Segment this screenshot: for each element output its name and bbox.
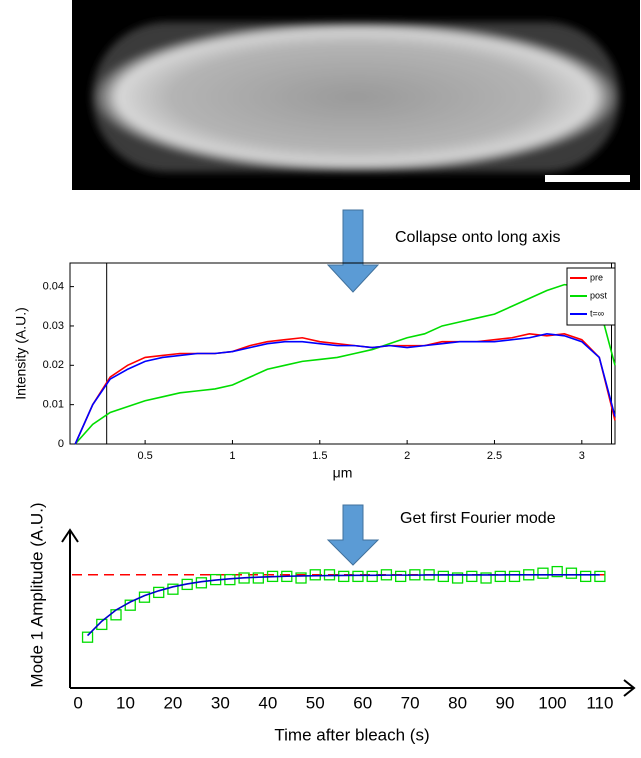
marker	[565, 567, 578, 579]
x-tick-label: 3	[579, 450, 585, 462]
arrow-1	[326, 209, 380, 293]
x-tick-label: 60	[353, 693, 372, 712]
marker	[580, 570, 592, 583]
marker	[594, 570, 606, 583]
marker	[167, 583, 179, 595]
line	[86, 574, 600, 637]
x-tick-label: 0.5	[137, 450, 152, 462]
marker	[466, 570, 478, 583]
x-tick-label: 20	[163, 693, 182, 712]
plot-frame	[69, 262, 616, 445]
line	[74, 283, 616, 445]
legend-label: t=∞	[590, 308, 604, 318]
marker	[309, 569, 321, 581]
y-axis-label: Mode 1 Amplitude (A.U.)	[27, 502, 46, 687]
marker	[338, 570, 350, 583]
x-axis-label: Time after bleach (s)	[274, 725, 429, 744]
x-tick-label: 2.5	[487, 450, 502, 462]
x-tick-label: 70	[401, 693, 420, 712]
line	[74, 333, 616, 445]
x-tick-label: 10	[116, 693, 135, 712]
y-axis-label: Intensity (A.U.)	[13, 307, 29, 400]
marker	[480, 572, 492, 584]
y-tick-label: 0.04	[43, 281, 64, 293]
x-tick-label: 90	[496, 693, 515, 712]
marker	[366, 570, 378, 583]
marker	[96, 618, 108, 631]
y-tick-label: 0.03	[43, 320, 64, 332]
y-tick-label: 0.01	[43, 399, 64, 411]
annotation: Get first Fourier mode	[400, 510, 556, 527]
x-tick-label: 110	[586, 693, 613, 712]
marker	[295, 572, 307, 584]
x-tick-label: 50	[306, 693, 325, 712]
cell-image	[72, 0, 640, 190]
line	[74, 333, 616, 445]
marker	[537, 567, 549, 579]
marker	[352, 570, 364, 583]
x-tick-label: 1	[229, 450, 235, 462]
legend-label: post	[590, 290, 608, 300]
y-tick-label: 0.02	[43, 359, 64, 371]
x-tick-label: 2	[404, 450, 410, 462]
marker	[395, 570, 407, 583]
marker	[494, 570, 506, 583]
arrow-2	[326, 504, 380, 566]
x-tick-label: 1.5	[312, 450, 327, 462]
x-axis-label: μm	[333, 465, 353, 481]
x-tick-label: 30	[211, 693, 230, 712]
marker	[110, 609, 122, 621]
x-tick-label: 0	[73, 693, 82, 712]
x-tick-label: 80	[448, 693, 467, 712]
marker	[551, 565, 563, 578]
marker	[81, 631, 94, 643]
axes-2	[61, 528, 636, 697]
legend-label: pre	[590, 272, 603, 282]
marker	[437, 570, 449, 583]
y-tick-label: 0	[58, 438, 64, 450]
x-tick-label: 40	[258, 693, 277, 712]
x-tick-label: 100	[538, 693, 566, 712]
marker	[508, 570, 521, 583]
marker	[451, 572, 464, 584]
annotation: Collapse onto long axis	[395, 229, 560, 246]
